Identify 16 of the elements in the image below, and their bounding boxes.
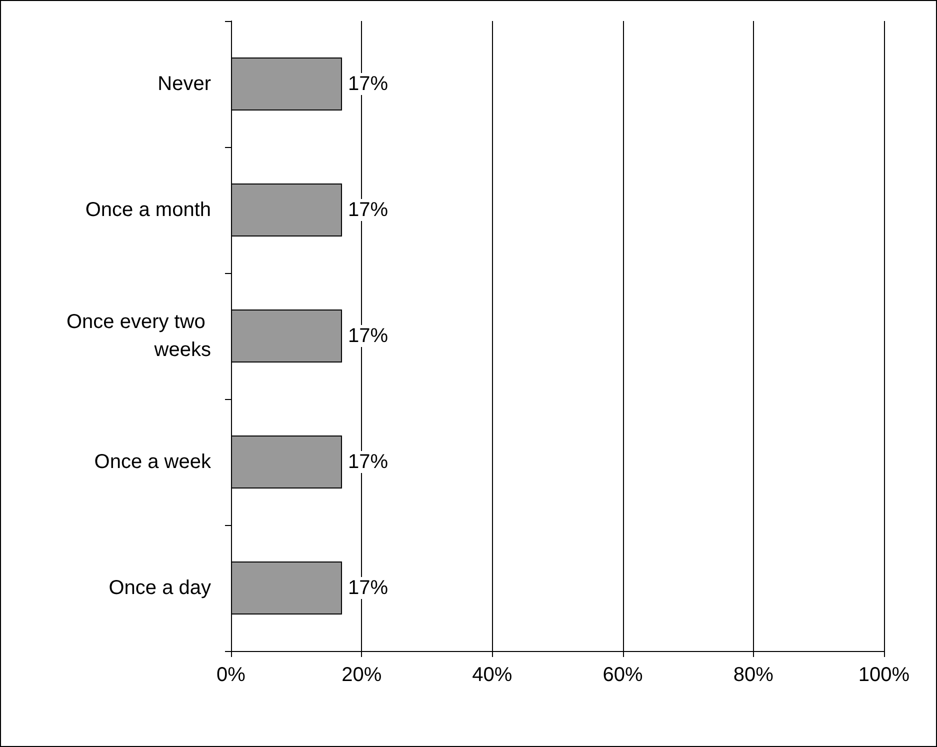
x-tick-label: 100% xyxy=(858,664,910,686)
y-tick-label: Never xyxy=(158,73,212,95)
data-label: 17% xyxy=(348,325,388,347)
y-tick-label: Once every two weeks xyxy=(66,311,211,361)
data-label: 17% xyxy=(348,73,388,95)
y-tick-label: Once a week xyxy=(94,451,212,473)
x-tick-label: 20% xyxy=(342,664,382,686)
x-tick-label: 40% xyxy=(472,664,512,686)
y-tick-label: Once a month xyxy=(85,199,211,221)
x-tick-label: 60% xyxy=(602,664,644,686)
data-label: 17% xyxy=(348,199,388,221)
data-label: 17% xyxy=(348,451,388,473)
x-tick-label: 80% xyxy=(733,664,774,686)
x-tick-label: 0% xyxy=(216,664,246,686)
data-label: 17% xyxy=(348,577,388,599)
y-tick-label: Once a day xyxy=(108,577,211,599)
